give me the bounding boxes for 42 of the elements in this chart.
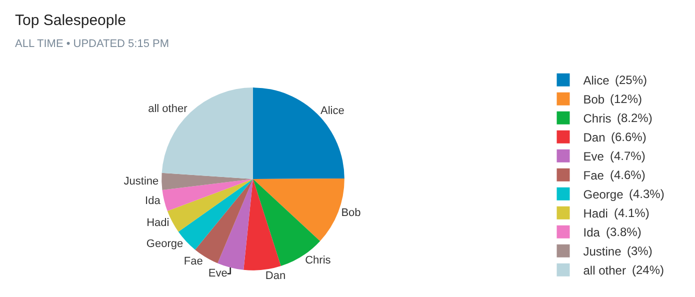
legend-label: Ida <box>583 226 600 240</box>
slice-label: Eve <box>208 268 228 280</box>
pie-slice <box>253 88 344 179</box>
legend-label: all other <box>583 264 626 278</box>
data-label: (3%) <box>627 244 652 258</box>
data-label: (25%) <box>615 73 648 87</box>
slice-label: Justine <box>124 175 159 188</box>
data-label: (4.3%) <box>629 187 664 201</box>
slice-label: Alice <box>320 105 344 118</box>
legend-label: Fae <box>583 168 604 183</box>
data-label: (3.8%) <box>606 225 642 239</box>
legend-label: Justine <box>583 244 622 259</box>
pie-slice <box>167 178 253 232</box>
data-label: (12%) <box>610 92 642 106</box>
legend-label: Dan <box>583 130 606 145</box>
chart-title: Top Salespeople <box>15 12 126 29</box>
legend-label: Eve <box>583 150 604 164</box>
slice-label: Fae <box>184 256 203 268</box>
chart-subtitle: ALL TIME • UPDATED 5:15 PM <box>15 38 170 50</box>
legend-label: Chris <box>583 112 612 126</box>
slice-label: Chris <box>305 254 332 266</box>
pie-slice <box>162 178 253 212</box>
slice-label: Ida <box>145 195 162 207</box>
slice-label: all other <box>148 102 188 115</box>
data-label: (24%) <box>632 263 664 277</box>
legend-label: Hadi <box>583 206 608 221</box>
data-label: (4.7%) <box>610 149 646 163</box>
data-label: (4.1%) <box>614 206 650 220</box>
data-label: (6.6%) <box>611 130 646 144</box>
data-label: (4.6%) <box>610 168 646 182</box>
pie-slice <box>244 178 281 270</box>
legend-label: Bob <box>583 92 605 107</box>
slice-label: George <box>146 238 184 250</box>
slice-label: Dan <box>265 270 286 282</box>
data-label: (8.2%) <box>617 111 652 125</box>
pie-slice <box>162 172 253 190</box>
pie-slice <box>162 88 253 179</box>
legend-label: Alice <box>583 74 610 88</box>
pie-slice <box>218 178 253 270</box>
slice-label: Hadi <box>146 217 170 230</box>
slice-label: Bob <box>341 206 361 219</box>
legend-label: George <box>583 188 624 202</box>
